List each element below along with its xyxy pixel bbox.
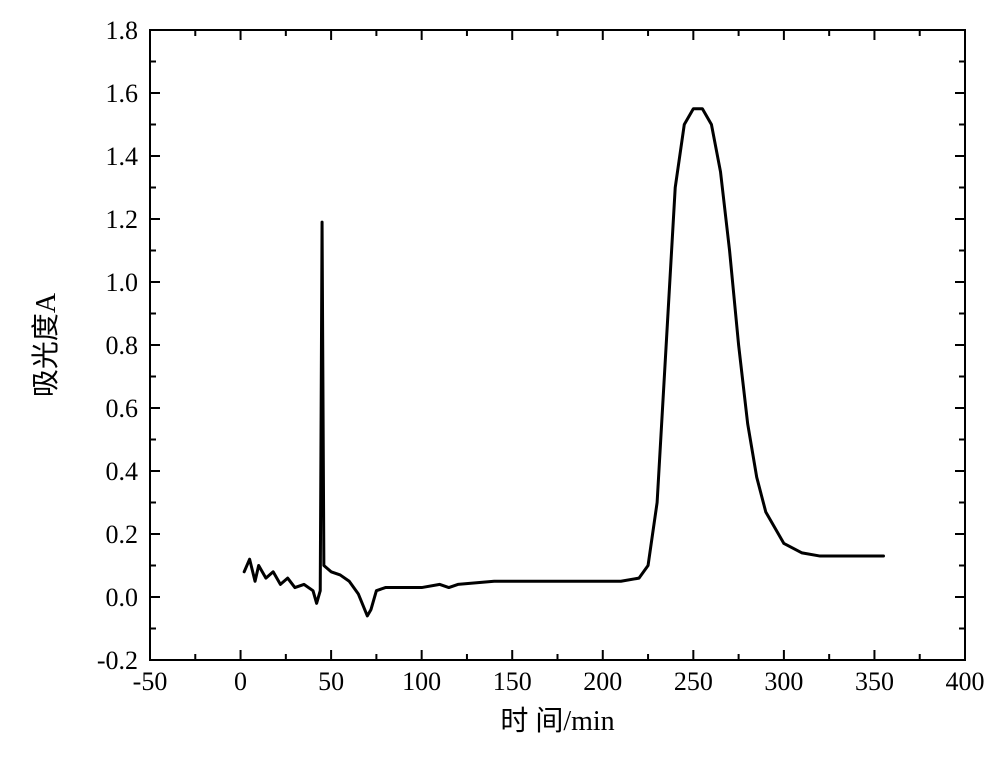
x-axis-label: 时 间/min xyxy=(500,705,614,737)
x-tick-label: 200 xyxy=(583,667,622,696)
y-tick-label: 0.8 xyxy=(106,331,139,360)
y-tick-label: 1.8 xyxy=(106,16,139,45)
y-axis-label: 吸光度A xyxy=(30,292,62,397)
x-tick-label: 400 xyxy=(946,667,985,696)
x-tick-label: 300 xyxy=(764,667,803,696)
x-tick-label: 0 xyxy=(234,667,247,696)
y-tick-label: 0.6 xyxy=(106,394,139,423)
y-tick-label: 0.2 xyxy=(106,520,139,549)
x-tick-label: 350 xyxy=(855,667,894,696)
y-tick-label: 0.0 xyxy=(106,583,139,612)
x-tick-label: 250 xyxy=(674,667,713,696)
plot-border xyxy=(150,30,965,660)
x-tick-label: 100 xyxy=(402,667,441,696)
y-tick-label: 1.0 xyxy=(106,268,139,297)
x-tick-label: 50 xyxy=(318,667,344,696)
y-tick-label: -0.2 xyxy=(97,646,138,675)
chart-container: -50050100150200250300350400-0.20.00.20.4… xyxy=(0,0,1000,758)
x-tick-label: 150 xyxy=(493,667,532,696)
series-absorbance xyxy=(244,109,883,616)
chart-svg: -50050100150200250300350400-0.20.00.20.4… xyxy=(0,0,1000,758)
y-tick-label: 1.4 xyxy=(106,142,139,171)
y-tick-label: 0.4 xyxy=(106,457,139,486)
y-tick-label: 1.6 xyxy=(106,79,139,108)
y-tick-label: 1.2 xyxy=(106,205,139,234)
